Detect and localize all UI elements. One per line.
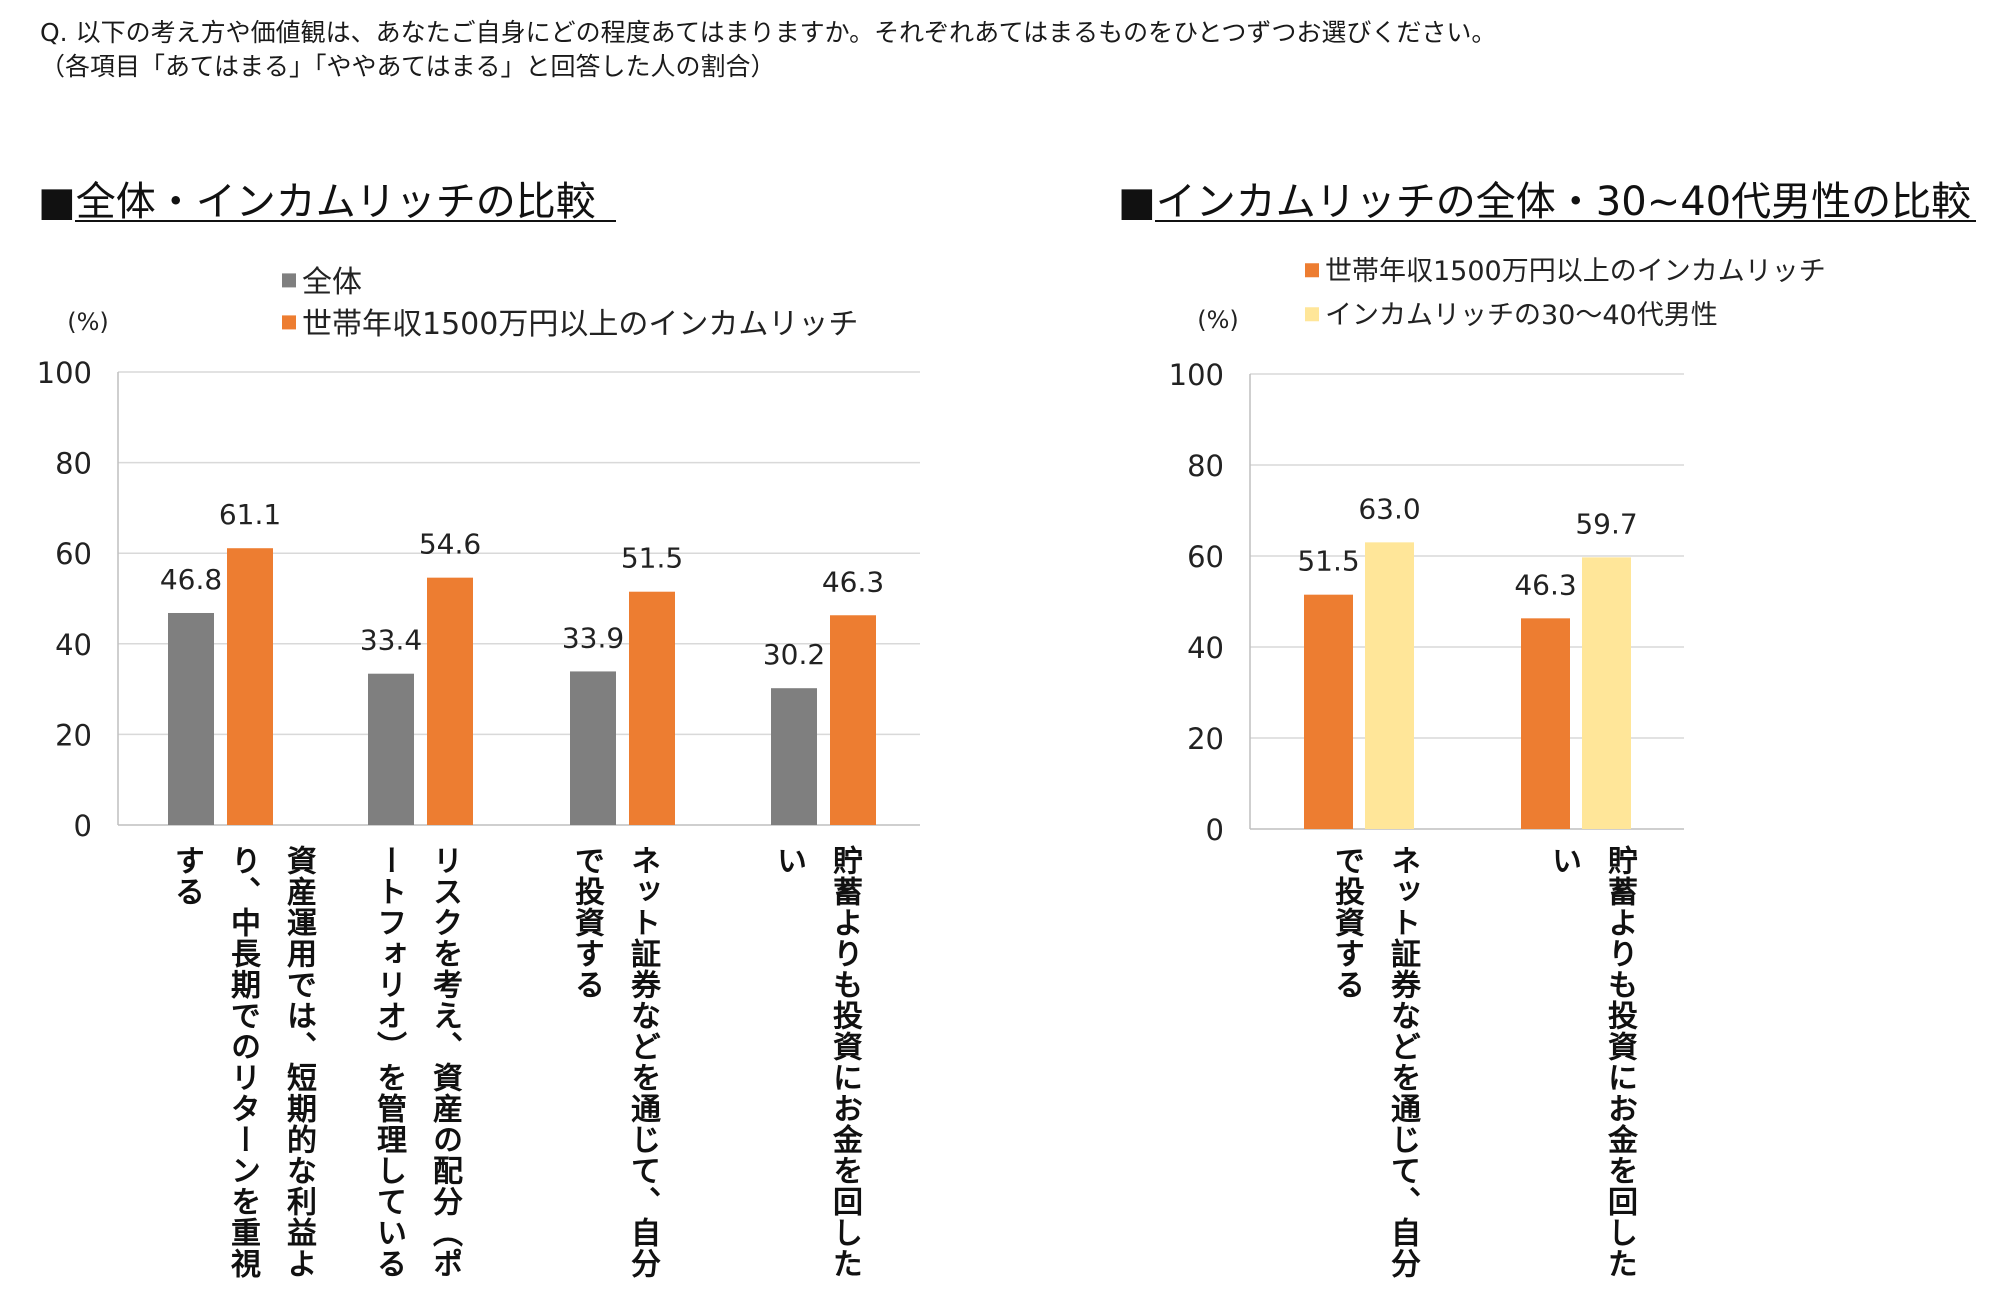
data-label: 33.9 bbox=[562, 621, 624, 654]
question-line-2: （各項目「あてはまる」「ややあてはまる」と回答した人の割合） bbox=[40, 52, 776, 81]
legend-swatch bbox=[1305, 263, 1319, 278]
chart-title: ■全体・インカムリッチの比較 bbox=[38, 179, 596, 225]
legend-label: 世帯年収1500万円以上のインカムリッチ bbox=[302, 307, 858, 342]
y-tick-label: 0 bbox=[74, 809, 92, 843]
y-tick-label: 40 bbox=[1187, 631, 1224, 665]
data-label: 61.1 bbox=[219, 498, 281, 531]
bar bbox=[227, 548, 273, 825]
bar bbox=[1521, 618, 1570, 829]
data-label: 51.5 bbox=[1297, 545, 1359, 578]
data-label: 54.6 bbox=[419, 528, 481, 561]
legend-label: 全体 bbox=[302, 265, 362, 300]
legend-label: 世帯年収1500万円以上のインカムリッチ bbox=[1325, 256, 1826, 287]
y-tick-label: 60 bbox=[1187, 540, 1224, 574]
x-category-label: リスクを考え、資産の配分（ポートフォリオ）を管理している bbox=[371, 845, 462, 1279]
y-tick-label: 20 bbox=[1187, 722, 1224, 756]
y-axis-unit: (%) bbox=[67, 308, 109, 336]
question-text: Q. 以下の考え方や価値観は、あなたご自身にどの程度あてはまりますか。それぞれあ… bbox=[40, 16, 1496, 84]
y-axis-unit: (%) bbox=[1197, 306, 1239, 334]
y-tick-label: 80 bbox=[55, 447, 92, 481]
x-category-label: ネット証券などを通じて、自分で投資する bbox=[569, 845, 660, 1279]
x-category-label: 貯蓄よりも投資にお金を回したい bbox=[1546, 845, 1637, 1279]
y-tick-label: 100 bbox=[1169, 358, 1224, 392]
data-label: 46.8 bbox=[160, 563, 222, 596]
x-category-label: 資産運用では、短期的な利益より、中長期でのリターンを重視する bbox=[169, 845, 316, 1279]
y-tick-label: 0 bbox=[1206, 813, 1224, 847]
bar bbox=[629, 591, 675, 825]
y-tick-label: 40 bbox=[55, 628, 92, 662]
legend-label: インカムリッチの30～40代男性 bbox=[1325, 300, 1718, 331]
y-tick-label: 60 bbox=[55, 537, 92, 571]
data-label: 63.0 bbox=[1358, 492, 1420, 525]
bar bbox=[1365, 542, 1414, 829]
y-tick-label: 100 bbox=[37, 356, 92, 390]
question-line-1: Q. 以下の考え方や価値観は、あなたご自身にどの程度あてはまりますか。それぞれあ… bbox=[40, 18, 1497, 47]
y-tick-label: 80 bbox=[1187, 449, 1224, 483]
y-tick-label: 20 bbox=[55, 718, 92, 752]
data-label: 59.7 bbox=[1575, 507, 1637, 540]
bar bbox=[368, 673, 414, 825]
bar bbox=[830, 615, 876, 825]
legend-swatch bbox=[1305, 307, 1319, 322]
bar bbox=[427, 577, 473, 825]
legend-swatch bbox=[282, 273, 296, 288]
legend-swatch bbox=[282, 315, 296, 330]
bar bbox=[570, 671, 616, 825]
x-category-label: 貯蓄よりも投資にお金を回したい bbox=[771, 845, 862, 1279]
data-label: 51.5 bbox=[621, 542, 683, 575]
chart-title: ■インカムリッチの全体・30~40代男性の比較 bbox=[1118, 179, 1971, 225]
bar bbox=[771, 688, 817, 825]
data-label: 46.3 bbox=[822, 565, 884, 598]
data-label: 46.3 bbox=[1514, 568, 1576, 601]
x-category-label: ネット証券などを通じて、自分で投資する bbox=[1329, 845, 1420, 1279]
data-label: 30.2 bbox=[763, 638, 825, 671]
bar bbox=[1582, 557, 1631, 829]
bar bbox=[168, 612, 214, 825]
bar bbox=[1304, 594, 1353, 829]
data-label: 33.4 bbox=[360, 624, 422, 657]
